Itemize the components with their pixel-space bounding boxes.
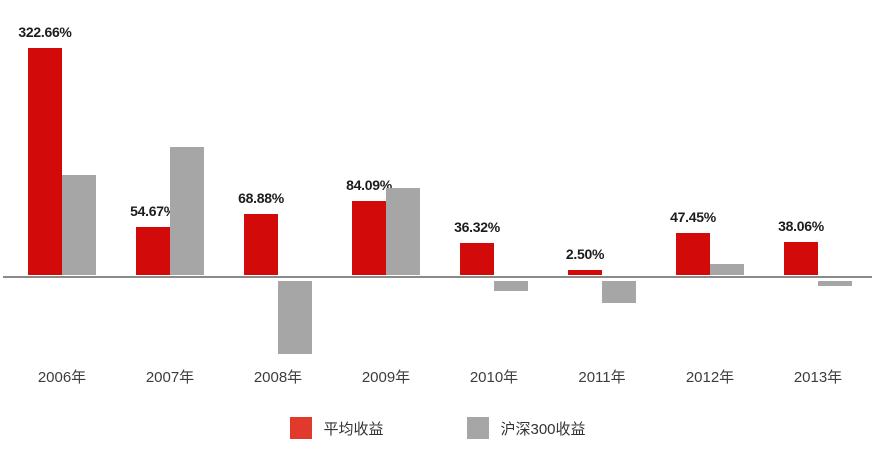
value-label-2009年: 84.09% [346, 177, 392, 193]
bar-average-return-2008年 [244, 214, 278, 275]
legend: 平均收益 沪深300收益 [0, 417, 876, 439]
value-label-2013年: 38.06% [778, 217, 824, 234]
value-label-2008年: 68.88% [238, 190, 284, 207]
x-axis-label-2008年: 2008年 [253, 369, 303, 386]
bar-csi300-return-2008年 [278, 281, 312, 355]
x-axis-label-2010年: 2010年 [469, 369, 519, 386]
x-axis-label-2013年: 2013年 [793, 369, 843, 386]
bar-average-return-2007年 [136, 226, 170, 275]
legend-label-csi300-return: 沪深300收益 [500, 420, 586, 438]
bar-average-return-2006年 [28, 48, 62, 275]
bar-csi300-return-2009年 [386, 187, 420, 275]
x-axis-label-2009年: 2009年 [361, 369, 411, 386]
legend-swatch-csi300-return [467, 417, 490, 439]
bar-average-return-2013年 [784, 241, 818, 275]
value-label-2007年: 54.67% [130, 202, 176, 219]
bar-csi300-return-2012年 [710, 264, 744, 275]
legend-swatch-average-return [290, 417, 313, 439]
bar-csi300-return-2010年 [494, 281, 528, 291]
bar-average-return-2009年 [352, 201, 386, 275]
x-axis-label-2011年: 2011年 [578, 369, 626, 386]
value-label-2006年: 322.66% [18, 24, 72, 40]
x-axis-label-2006年: 2006年 [37, 369, 87, 386]
legend-item-csi300-return: 沪深300收益 [467, 417, 586, 439]
legend-item-average-return: 平均收益 [290, 417, 383, 439]
bar-csi300-return-2011年 [602, 281, 636, 303]
value-label-2010年: 36.32% [454, 219, 500, 236]
bar-average-return-2011年 [568, 270, 602, 275]
bar-csi300-return-2007年 [170, 146, 204, 275]
bar-csi300-return-2006年 [62, 174, 96, 275]
value-label-2012年: 47.45% [670, 209, 716, 226]
legend-label-average-return: 平均收益 [323, 420, 384, 438]
bar-average-return-2010年 [460, 243, 494, 275]
x-axis-line [3, 276, 872, 278]
value-label-2011年: 2.50% [565, 246, 605, 262]
bar-csi300-return-2013年 [818, 281, 852, 287]
bar-average-return-2012年 [676, 233, 710, 275]
x-axis-label-2012年: 2012年 [685, 369, 735, 386]
x-axis-label-2007年: 2007年 [145, 369, 195, 386]
